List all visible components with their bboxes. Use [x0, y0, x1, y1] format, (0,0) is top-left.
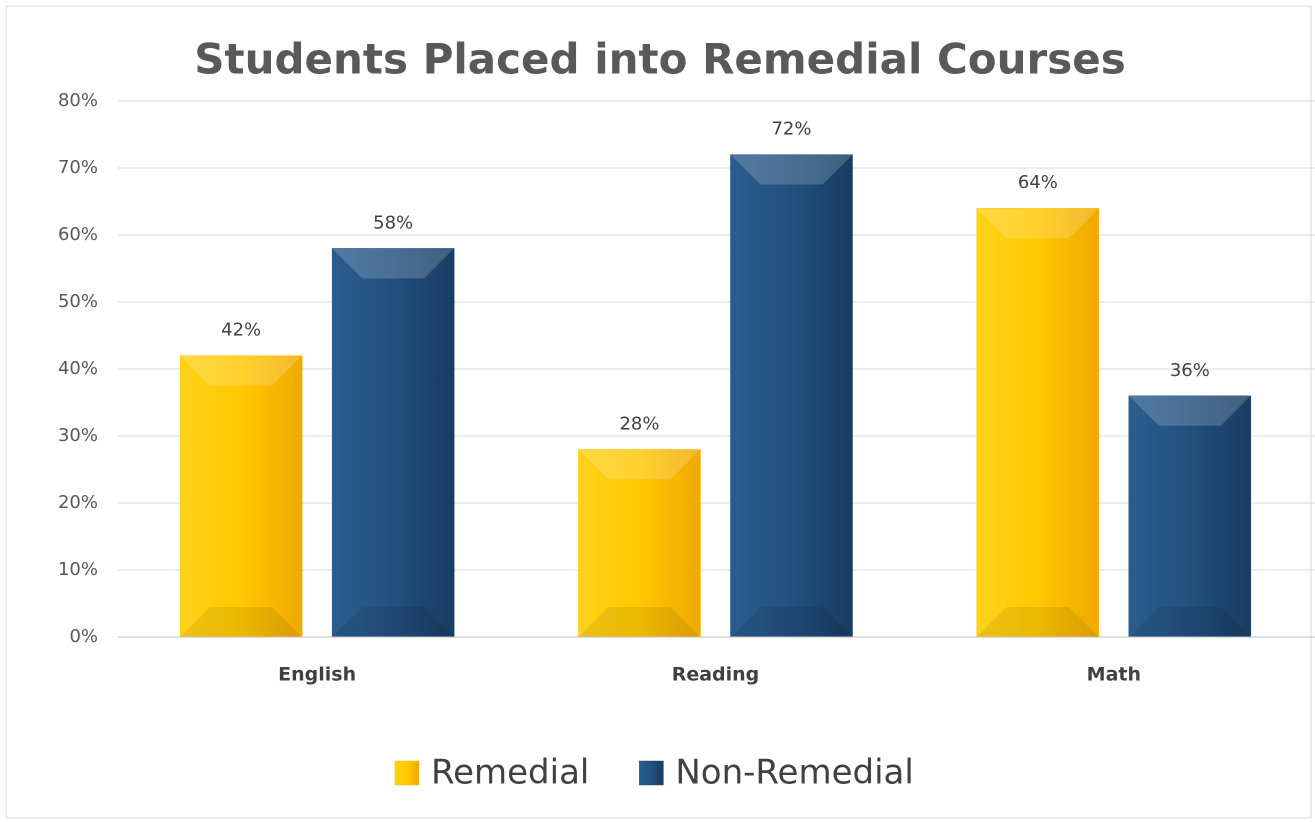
- bar: [331, 248, 455, 638]
- y-tick-label: 20%: [58, 492, 98, 513]
- bar: [976, 207, 1100, 638]
- y-tick-label: 0%: [69, 626, 98, 647]
- bar-bevel: [730, 607, 853, 637]
- bar: [179, 355, 303, 638]
- bar-bevel: [976, 208, 1099, 239]
- data-label: 58%: [373, 212, 413, 233]
- data-label: 36%: [1170, 360, 1210, 381]
- legend-swatch: [639, 760, 664, 786]
- y-tick-label: 40%: [58, 358, 98, 379]
- bar-bevel: [1128, 607, 1251, 637]
- data-label: 42%: [221, 320, 261, 341]
- data-label: 64%: [1018, 172, 1058, 193]
- bar: [1128, 395, 1252, 638]
- y-tick-label: 80%: [58, 90, 98, 111]
- x-tick-label: Math: [1087, 664, 1141, 686]
- bar-bevel: [1128, 395, 1251, 426]
- y-tick-label: 50%: [58, 291, 98, 312]
- bar-bevel: [578, 449, 701, 480]
- legend-label: Non-Remedial: [675, 753, 913, 793]
- bar-bevel: [180, 607, 303, 637]
- y-tick-label: 30%: [58, 425, 98, 446]
- bar-bevel: [976, 607, 1099, 637]
- legend-swatch: [394, 760, 420, 786]
- chart-title: Students Placed into Remedial Courses: [194, 35, 1126, 84]
- bar: [578, 449, 701, 638]
- bar-bevel: [332, 248, 455, 279]
- data-label: 72%: [771, 119, 811, 140]
- y-tick-label: 60%: [58, 224, 98, 245]
- legend-label: Remedial: [431, 753, 589, 793]
- y-tick-label: 70%: [58, 157, 98, 178]
- y-tick-label: 10%: [58, 559, 98, 580]
- bar-bevel: [578, 607, 701, 637]
- bar-bevel: [332, 607, 455, 637]
- x-tick-label: English: [278, 664, 356, 686]
- bar-bevel: [180, 355, 303, 386]
- x-tick-label: Reading: [672, 664, 760, 686]
- data-label: 28%: [619, 413, 659, 434]
- bar-bevel: [730, 154, 853, 185]
- bar: [730, 154, 853, 638]
